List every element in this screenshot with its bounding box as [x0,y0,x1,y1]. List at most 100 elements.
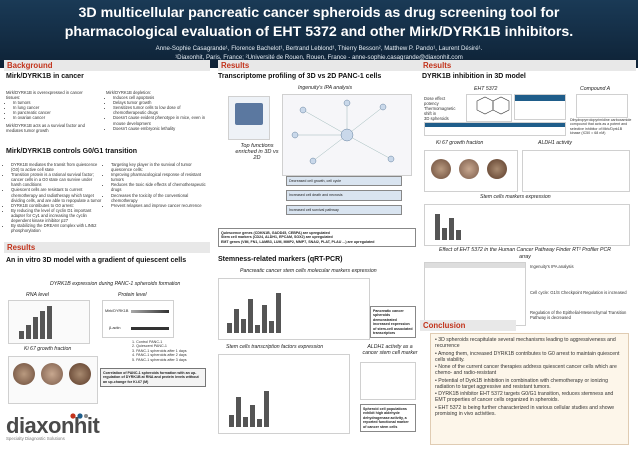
mirk-cancer-subheading: Mirk/DYRK1B in cancer [6,73,84,80]
stem-tf-caption: Stem cells transcription factors express… [226,344,324,350]
spheroid-image [459,159,479,179]
stem-right-charts [424,204,630,246]
rna-level-chart [8,300,90,344]
compound2-structure [576,94,628,118]
rna-level-label: RNA level [26,292,49,298]
stem-bar [241,319,246,333]
in-vitro-subheading: An in vitro 3D model with a gradient of … [6,257,187,264]
logo-tagline: Specialty Diagnostic Solutions [6,436,65,441]
western-blot: Mirk/DYRK1B β-actin [102,300,174,338]
mirk-cancer-left-list: Mirk/DYRK1B is overexpressed in cancer t… [6,90,98,133]
blot-band-actin [131,327,169,330]
blot-label-actin: β-actin [109,326,121,330]
stem-tf-bars [229,391,269,427]
stem-tf-charts [218,354,350,434]
title-banner [0,0,638,68]
ipa-caption: Ingenuity's IPA analysis [298,85,353,91]
stem-bar [227,323,232,333]
stem-right-bar [456,230,461,240]
conclusion-box: • 3D spheroids recapitulate several mech… [430,333,629,445]
logo-dots-icon [70,413,88,419]
protein-level-label: Protein level [118,292,147,298]
stem-right-bar [435,214,440,240]
rna-bar [47,306,52,339]
array-chip-image [228,96,270,140]
rna-bar [19,331,24,339]
compound1-structure [466,94,512,122]
stem-bar [276,293,281,333]
stem-bar [248,299,253,333]
potency-table [514,94,566,120]
dyrk1b-expression-caption: DYRK1B expression during PANC-1 spheroid… [50,281,181,287]
logo-wordmark: diaxonhit [6,413,100,438]
ki67-correlation-note: Correlation of PANC-1 spheroids formatio… [100,368,206,388]
function-bar: Increased cell survival pathway [286,204,402,216]
g0-right-list: Targeting key player in the survival of … [106,162,206,208]
tf-bar [264,391,269,427]
tf-bar [243,417,248,427]
chip-icon [235,103,263,125]
blot-label-dyrk1b: Mirk/DYRK1B [105,309,129,313]
ki67-images [8,356,98,404]
ipa-side-title: Ingenuity's IPA analysis [530,264,574,269]
mirk-cancer-right-list: Mirk/DYRK1B depletion: Induces cell apop… [106,90,206,131]
molecule-icon [476,96,510,115]
ipa-side-cell-cycle: Cell cycle: G1/S Checkpoint Regulation i… [530,290,627,295]
pcr-array-table [424,262,526,326]
g0-subheading: Mirk/DYRK1B controls G0/G1 transition [6,148,138,155]
compound2-note: Dihydropyrrolopyrimidine carboxamide com… [570,118,632,135]
table-header [425,263,525,268]
rna-bar [33,317,38,339]
stem-right-caption: Stem cells markers expression [480,194,551,200]
function-bars: Decreased cell growth, cell cycle Increa… [286,176,402,216]
network-graph [291,99,395,165]
stem-markers-caption: Pancreatic cancer stem cells molecular m… [240,268,377,274]
ipa-side-emt: Regulation of the Epithelial-Mesenchymal… [530,310,627,321]
conclusion-point: • None of the current cancer therapies a… [435,364,617,377]
stemness-subheading: Stemness-related markers (qRT-PCR) [218,256,343,263]
compound2-label: Compound A [580,86,611,92]
ki67-right-caption: Ki 67 growth fraction [436,140,484,146]
table-header [515,95,565,101]
company-logo: diaxonhit Specialty Diagnostic Solutions [6,413,136,449]
transcriptome-subheading: Transcriptome profiling of 3D vs 2D PANC… [218,73,382,80]
table-header [425,123,565,127]
conclusion-point: • Potential of Dyrk1B inhibition in comb… [435,377,608,390]
rna-bar [26,325,31,339]
compound1-label: EHT 5372 [474,86,498,92]
tf-bar [236,397,241,427]
spheroid-image [41,363,63,385]
rna-bars [19,306,52,339]
spheroid-image [431,159,451,179]
results-right-heading: Results [420,60,636,71]
aldh-right-chart [522,150,630,192]
stem-right-bars [435,214,461,240]
kinase-table [424,122,566,136]
top-functions-caption: Top functions enriched in 3D vs 2D [235,143,279,161]
conclusion-point: • Among them, increased DYRK1B contribut… [435,350,620,363]
tf-bar [229,415,234,427]
blot-band-dyrk1b [131,310,169,313]
rna-bar [40,311,45,339]
ki67-left-caption: Ki 67 growth fraction [24,346,72,352]
g0-left-list: DYRK1B mediates the transit from quiesce… [6,162,102,233]
stem-note: Pancreatic cancer spheroids demonstrated… [370,306,416,339]
conclusion-heading: Conclusion [420,320,516,331]
tf-bar [257,419,262,427]
stem-right-bar [449,218,454,240]
stem-markers-charts [218,278,370,340]
aldh-chart [360,362,416,400]
spheroid-image [13,363,35,385]
stem-bars [227,293,281,333]
results-mid-heading: Results [218,60,420,71]
conclusion-point: • 3D spheroids recapitulate several mech… [435,337,616,350]
affiliation: ¹Diaxonhit, Paris, France; ²Université d… [175,54,463,61]
compound-note: Dose effect potency Thermomagnetic shift… [424,96,456,122]
spheroid-image [487,159,507,179]
aldh-caption: ALDH1 activity as a cancer stem cell mar… [362,344,418,356]
authors: Anne-Sophie Casagrande¹, Florence Bachel… [155,45,483,52]
conclusion-point: • DYRK1B inhibitor EHT 5372 targets G0/G… [435,391,614,404]
title-line-1: 3D multicellular pancreatic cancer spher… [78,5,560,21]
aldh-right-caption: ALDH1 activity [538,140,573,146]
sample-legend: 1. Control PANC-1 2. Quiescent PANC-1 3.… [132,340,187,362]
